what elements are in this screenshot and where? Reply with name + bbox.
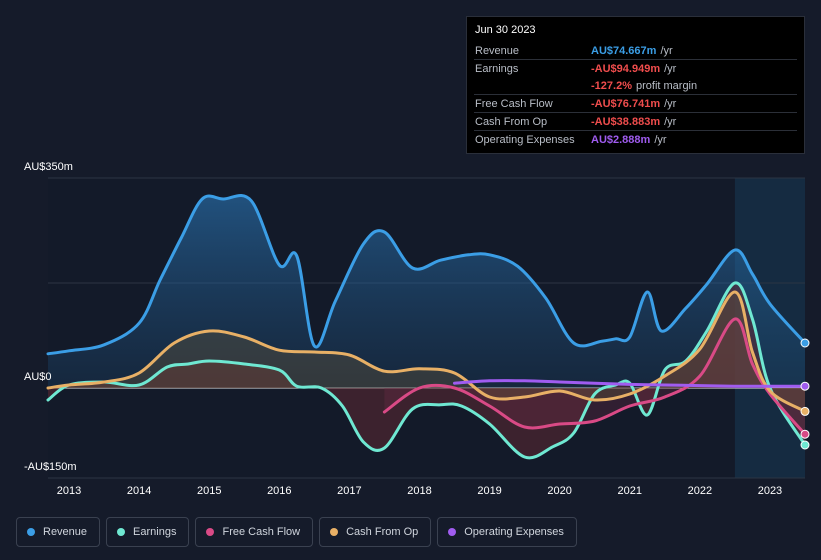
x-tick-label: 2019 — [477, 485, 501, 497]
line-revenue — [46, 193, 807, 356]
tooltip-unit: /yr — [654, 133, 667, 146]
legend-label: Operating Expenses — [464, 526, 564, 538]
y-tick-label: AU$0 — [24, 371, 52, 383]
area-earnings — [48, 282, 805, 458]
legend-item-operating-expenses[interactable]: Operating Expenses — [437, 517, 577, 547]
y-tick-label: -AU$150m — [24, 461, 77, 473]
x-tick-label: 2017 — [337, 485, 361, 497]
x-tick-label: 2022 — [688, 485, 712, 497]
tooltip-unit: /yr — [664, 97, 677, 110]
tooltip-row-earnings: Earnings -AU$94.949m /yr — [474, 59, 797, 77]
tooltip-unit: /yr — [664, 115, 677, 128]
tooltip-row-profit-margin: -127.2% profit margin — [474, 77, 797, 94]
tooltip-value: -AU$76.741m — [591, 97, 661, 110]
legend-dot-icon — [330, 528, 339, 536]
tooltip-date: Jun 30 2023 — [475, 24, 536, 36]
endpoint-earnings — [800, 440, 810, 450]
y-tick-label: AU$350m — [24, 161, 73, 173]
x-tick-label: 2023 — [758, 485, 782, 497]
endpoint-cash-from-op — [800, 406, 810, 416]
tooltip-label: Cash From Op — [475, 115, 548, 128]
line-cash-from-op — [46, 290, 807, 413]
tooltip-row-revenue: Revenue AU$74.667m /yr — [474, 42, 797, 59]
line-operating-expenses — [453, 379, 807, 388]
legend-dot-icon — [206, 528, 215, 536]
financial-chart: AU$350m AU$0 -AU$150m 2013 2014 2015 2016 2017 2… — [24, 161, 810, 497]
x-tick-label: 2020 — [547, 485, 571, 497]
x-tick-label: 2016 — [267, 485, 291, 497]
legend-label: Cash From Op — [346, 526, 419, 538]
x-tick-label: 2015 — [197, 485, 221, 497]
tooltip-row-cash-from-op: Cash From Op -AU$38.883m /yr — [474, 112, 797, 130]
tooltip-unit: /yr — [660, 44, 673, 57]
legend-item-revenue[interactable]: Revenue — [16, 517, 101, 547]
x-tick-label: 2018 — [407, 485, 431, 497]
tooltip-value: AU$74.667m — [591, 44, 657, 57]
tooltip-label: Earnings — [475, 62, 519, 75]
legend-item-cash-from-op[interactable]: Cash From Op — [319, 517, 432, 547]
line-free-cash-flow — [382, 317, 807, 436]
tooltip-value: -127.2% — [591, 79, 632, 92]
area-cash-from-op — [48, 291, 805, 412]
legend-label: Free Cash Flow — [222, 526, 301, 538]
tooltip-value: -AU$38.883m — [591, 115, 661, 128]
tooltip-row-free-cash-flow: Free Cash Flow -AU$76.741m /yr — [474, 94, 797, 112]
data-tooltip: Jun 30 2023 Revenue AU$74.667m /yr Earni… — [466, 16, 805, 154]
legend-item-earnings[interactable]: Earnings — [106, 517, 190, 547]
endpoint-operating-expenses — [800, 381, 810, 391]
tooltip-row-operating-expenses: Operating Expenses AU$2.888m /yr — [474, 130, 797, 148]
endpoint-revenue — [800, 338, 810, 348]
x-tick-label: 2021 — [618, 485, 642, 497]
legend-dot-icon — [448, 528, 457, 536]
endpoint-free-cash-flow — [800, 429, 810, 439]
tooltip-value: -AU$94.949m — [591, 62, 661, 75]
tooltip-unit: /yr — [664, 62, 677, 75]
legend-item-free-cash-flow[interactable]: Free Cash Flow — [195, 517, 314, 547]
tooltip-label: Free Cash Flow — [475, 97, 553, 110]
tooltip-label: Operating Expenses — [475, 133, 575, 146]
chart-legend: Revenue Earnings Free Cash Flow Cash Fro… — [16, 517, 577, 547]
legend-label: Revenue — [43, 526, 88, 538]
legend-dot-icon — [27, 528, 35, 536]
legend-label: Earnings — [133, 526, 177, 538]
tooltip-value: AU$2.888m — [591, 133, 651, 146]
tooltip-unit: profit margin — [635, 79, 698, 92]
x-tick-label: 2013 — [57, 485, 81, 497]
legend-dot-icon — [117, 528, 126, 536]
tooltip-label: Revenue — [475, 44, 520, 57]
x-tick-label: 2014 — [127, 485, 151, 497]
